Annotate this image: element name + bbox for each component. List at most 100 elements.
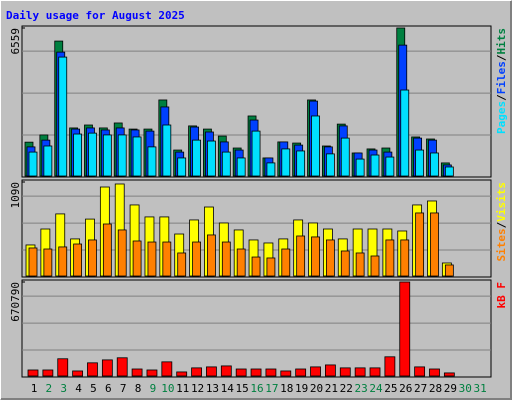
bar: [400, 239, 410, 277]
bar: [43, 248, 53, 277]
bar: [206, 366, 217, 377]
bar: [28, 151, 38, 177]
x-tick-label: 15: [236, 382, 249, 395]
legend-entry: kB F: [495, 282, 508, 309]
bar: [101, 359, 113, 377]
bar: [443, 372, 455, 377]
x-tick-label: 23: [355, 382, 368, 395]
bar: [266, 162, 276, 177]
bar: [355, 252, 365, 277]
legend: Pages/Files/Hits: [495, 28, 508, 134]
bar: [42, 369, 54, 377]
bar: [221, 151, 231, 177]
bar: [176, 371, 188, 377]
bar: [117, 134, 127, 177]
bar: [281, 148, 291, 177]
x-tick-label: 12: [191, 382, 204, 395]
bar: [280, 370, 292, 377]
bar: [265, 368, 277, 377]
bar: [236, 157, 246, 177]
legend-entry: Pages: [495, 101, 508, 134]
x-tick-label: 7: [120, 382, 127, 395]
x-tick-label: 22: [340, 382, 353, 395]
x-tick-label: 9: [150, 382, 157, 395]
x-tick-label: 6: [105, 382, 112, 395]
bar: [132, 136, 142, 177]
bar: [146, 369, 158, 377]
bar: [221, 241, 231, 277]
bar: [132, 240, 142, 277]
bar: [58, 246, 68, 277]
bar: [295, 368, 307, 377]
bar: [102, 134, 112, 177]
x-tick-label: 8: [135, 382, 142, 395]
bar: [415, 149, 425, 177]
bar: [430, 212, 439, 277]
bar: [399, 281, 411, 377]
bar: [251, 130, 261, 177]
bar: [162, 241, 172, 277]
legend-separator: /: [495, 221, 508, 228]
bar: [43, 145, 53, 177]
legend-separator: /: [495, 54, 508, 61]
bar: [325, 239, 335, 277]
bar: [354, 367, 366, 377]
x-tick-label: 1: [31, 382, 38, 395]
x-tick-label: 31: [473, 382, 486, 395]
bar: [58, 56, 68, 177]
bar: [281, 248, 291, 277]
bar: [147, 241, 157, 277]
bar: [177, 252, 187, 277]
y-tick-label: 670790: [9, 282, 22, 322]
bar: [444, 264, 454, 277]
bar: [88, 239, 97, 277]
bar: [147, 146, 157, 177]
x-tick-label: 30: [459, 382, 472, 395]
x-tick-label: 28: [429, 382, 442, 395]
bar: [384, 356, 396, 377]
x-tick-label: 10: [161, 382, 174, 395]
bar: [266, 257, 276, 277]
x-tick-label: 24: [369, 382, 383, 395]
bar: [88, 132, 97, 177]
x-tick-label: 13: [206, 382, 219, 395]
bar: [385, 239, 395, 277]
bar: [102, 223, 112, 277]
x-tick-label: 14: [221, 382, 235, 395]
bar: [429, 368, 440, 377]
bar: [311, 236, 320, 277]
bar: [177, 157, 187, 177]
bar: [400, 89, 410, 177]
x-tick-label: 5: [90, 382, 97, 395]
bar: [72, 370, 84, 377]
bar: [385, 156, 395, 177]
x-tick-label: 25: [384, 382, 397, 395]
bar: [340, 250, 350, 277]
bar: [339, 367, 351, 377]
bar: [340, 137, 350, 177]
y-tick-label: 6559: [9, 28, 22, 55]
x-tick-label: 20: [310, 382, 323, 395]
bar: [27, 369, 39, 377]
bar: [192, 241, 201, 277]
bar: [220, 365, 232, 377]
legend-entry: Hits: [495, 28, 508, 55]
bar: [116, 357, 128, 377]
bar: [207, 140, 216, 177]
x-tick-label: 18: [280, 382, 293, 395]
legend-entry: Sites: [495, 228, 508, 261]
bar: [191, 367, 202, 377]
bar: [415, 212, 425, 277]
bar: [444, 166, 454, 177]
bar: [87, 362, 98, 377]
bar: [414, 366, 426, 377]
bar: [355, 158, 365, 177]
legend: kB F: [495, 282, 508, 309]
chart-title: Daily usage for August 2025: [6, 9, 185, 22]
y-tick-label: 1090: [9, 182, 22, 209]
x-tick-label: 27: [414, 382, 427, 395]
bar: [192, 139, 201, 177]
x-tick-label: 29: [444, 382, 457, 395]
